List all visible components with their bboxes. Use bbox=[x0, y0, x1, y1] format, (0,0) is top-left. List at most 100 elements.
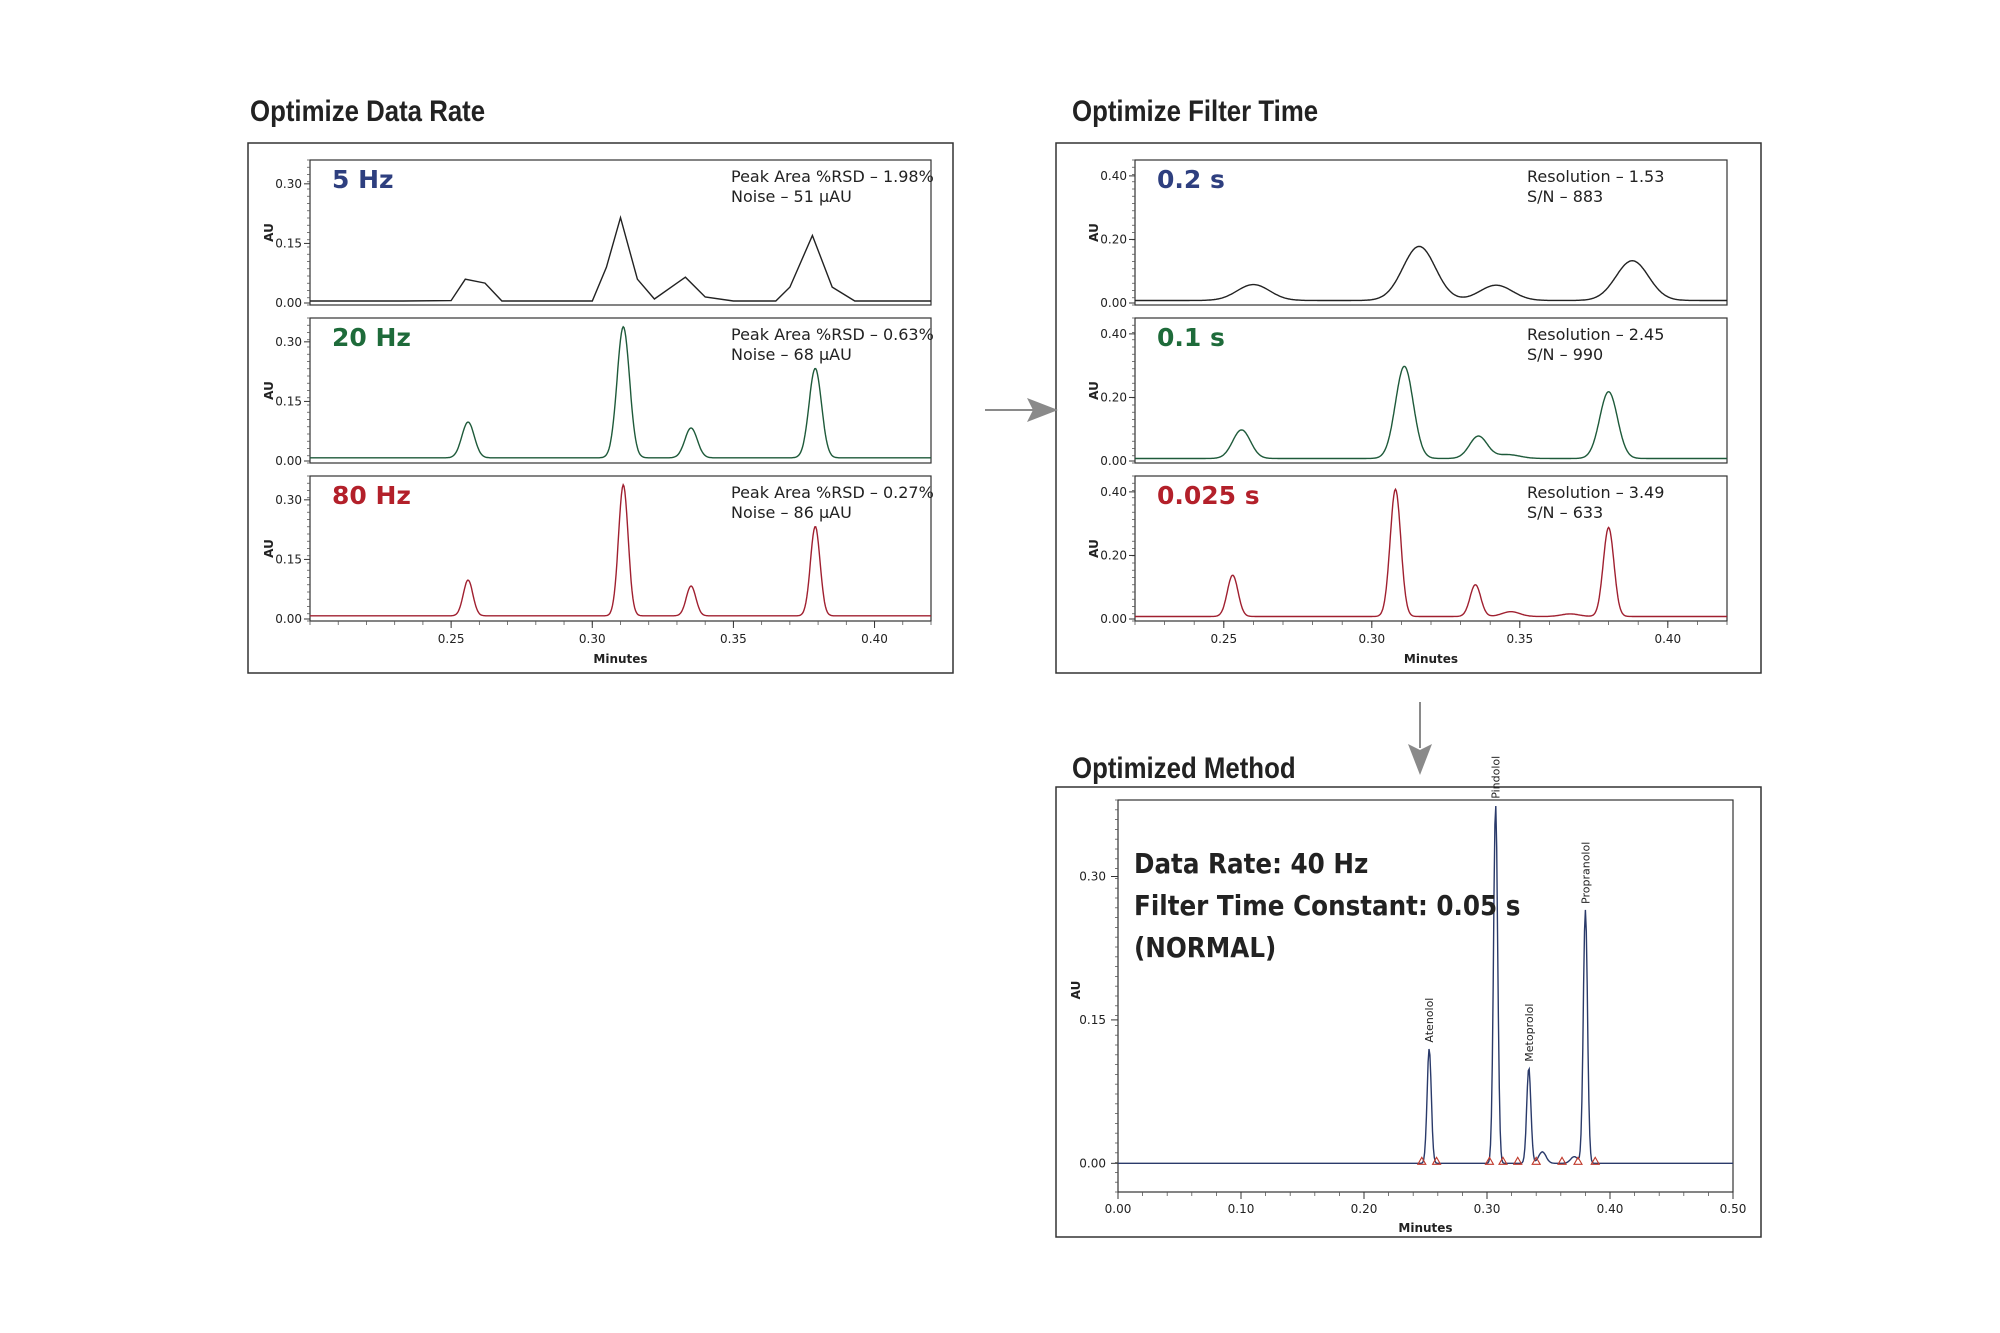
integration-marker bbox=[1557, 1156, 1567, 1165]
x-axis-label: Minutes bbox=[1404, 652, 1458, 666]
y-tick-label: 0.15 bbox=[275, 552, 302, 566]
trace-line bbox=[310, 483, 931, 617]
method-annotation: (NORMAL) bbox=[1134, 933, 1276, 965]
down-arrow-icon bbox=[1408, 702, 1432, 775]
panel-stat: Resolution – 3.49 bbox=[1527, 483, 1664, 502]
filter-time-title: Optimize Filter Time bbox=[1072, 95, 1319, 128]
panel-0: 0.00 0.15 0.30 AU 5 Hz Peak Area %RSD – 1.98%… bbox=[262, 159, 934, 310]
y-tick-label: 0.40 bbox=[1100, 485, 1127, 499]
y-tick-label: 0.15 bbox=[275, 236, 302, 250]
integration-marker bbox=[1498, 1156, 1508, 1165]
panel-label: 0.025 s bbox=[1157, 481, 1260, 510]
x-tick-label: 0.40 bbox=[1654, 632, 1681, 646]
y-tick-label: 0.00 bbox=[1079, 1156, 1106, 1170]
x-tick-label: 0.25 bbox=[438, 632, 465, 646]
x-tick-label: 0.35 bbox=[1506, 632, 1533, 646]
y-tick-label: 0.00 bbox=[275, 612, 302, 626]
panel-stat: Peak Area %RSD – 0.63% bbox=[731, 325, 934, 344]
method-annotation: Data Rate: 40 Hz bbox=[1134, 849, 1368, 881]
panel-1: 0.00 0.15 0.30 AU 20 Hz Peak Area %RSD – 0.63… bbox=[262, 317, 934, 468]
integration-marker bbox=[1590, 1156, 1601, 1165]
peak-label: Propranolol bbox=[1579, 842, 1592, 904]
x-tick-label: 0.30 bbox=[579, 632, 606, 646]
panel-label: 80 Hz bbox=[332, 481, 411, 510]
y-tick-label: 0.30 bbox=[275, 335, 302, 349]
y-tick-label: 0.00 bbox=[1100, 454, 1127, 468]
y-tick-label: 0.00 bbox=[275, 454, 302, 468]
optimized-method-figure: 0.00 0.15 0.30 AU 0.00 0.10 0.20 0.30 0.40 0.50 Mi… bbox=[1055, 756, 1762, 1238]
y-axis-label: AU bbox=[1087, 539, 1101, 558]
y-axis-label: AU bbox=[262, 539, 276, 558]
data-rate-figure: 0.00 0.15 0.30 AU 5 Hz Peak Area %RSD – 1.98%… bbox=[247, 142, 954, 674]
y-tick-label: 0.20 bbox=[1100, 390, 1127, 404]
panel-2: 0.00 0.20 0.40 AU 0.025 s Resolution – 3.49S/… bbox=[1087, 475, 1728, 626]
panel-stat: S/N – 633 bbox=[1527, 503, 1603, 522]
panel-stat: Resolution – 2.45 bbox=[1527, 325, 1664, 344]
y-tick-label: 0.00 bbox=[1100, 612, 1127, 626]
x-tick-label: 0.00 bbox=[1105, 1202, 1132, 1216]
integration-marker bbox=[1416, 1156, 1427, 1165]
panel-frame bbox=[1134, 475, 1728, 622]
y-axis-label: AU bbox=[262, 223, 276, 242]
integration-marker bbox=[1484, 1156, 1495, 1165]
panel-label: 0.2 s bbox=[1157, 165, 1225, 194]
trace-line bbox=[1135, 487, 1727, 618]
x-tick-label: 0.30 bbox=[1474, 1202, 1501, 1216]
x-tick-label: 0.25 bbox=[1210, 632, 1237, 646]
figure-frame bbox=[1055, 786, 1762, 1238]
integration-marker bbox=[1573, 1156, 1583, 1165]
y-tick-label: 0.30 bbox=[1079, 869, 1106, 883]
y-tick-label: 0.00 bbox=[1100, 296, 1127, 310]
y-tick-label: 0.20 bbox=[1100, 232, 1127, 246]
trace-line bbox=[1118, 805, 1733, 1164]
panel-stat: S/N – 990 bbox=[1527, 345, 1603, 364]
x-tick-label: 0.20 bbox=[1351, 1202, 1378, 1216]
y-tick-label: 0.00 bbox=[275, 296, 302, 310]
x-tick-label: 0.40 bbox=[1597, 1202, 1624, 1216]
x-tick-label: 0.30 bbox=[1358, 632, 1385, 646]
panel-stat: Noise – 51 µAU bbox=[731, 187, 852, 206]
integration-marker bbox=[1512, 1156, 1523, 1165]
y-axis-label: AU bbox=[1087, 381, 1101, 400]
x-tick-label: 0.50 bbox=[1720, 1202, 1747, 1216]
x-tick-label: 0.40 bbox=[861, 632, 888, 646]
y-tick-label: 0.40 bbox=[1100, 169, 1127, 183]
panel-stat: Peak Area %RSD – 1.98% bbox=[731, 167, 934, 186]
optimized-method-title: Optimized Method bbox=[1072, 752, 1296, 785]
y-tick-label: 0.20 bbox=[1100, 548, 1127, 562]
panel-stat: Peak Area %RSD – 0.27% bbox=[731, 483, 934, 502]
trace-line bbox=[1135, 365, 1727, 460]
panel-label: 0.1 s bbox=[1157, 323, 1225, 352]
peak-label: Metoprolol bbox=[1523, 1004, 1536, 1062]
panel-0: 0.00 0.20 0.40 AU 0.2 s Resolution – 1.53S/N … bbox=[1087, 159, 1728, 310]
panel-label: 5 Hz bbox=[332, 165, 394, 194]
panel-frame bbox=[1134, 159, 1728, 306]
figure-frame bbox=[247, 142, 954, 674]
panel-1: 0.00 0.20 0.40 AU 0.1 s Resolution – 2.45S/N … bbox=[1087, 317, 1728, 468]
panel-stat: S/N – 883 bbox=[1527, 187, 1603, 206]
y-axis-label: AU bbox=[1069, 981, 1083, 1000]
trace-line bbox=[1135, 245, 1727, 302]
panel-label: 20 Hz bbox=[332, 323, 411, 352]
data-rate-title: Optimize Data Rate bbox=[250, 95, 486, 128]
peak-label: Atenolol bbox=[1423, 998, 1436, 1043]
y-tick-label: 0.30 bbox=[275, 493, 302, 507]
y-axis-label: AU bbox=[1087, 223, 1101, 242]
y-tick-label: 0.15 bbox=[275, 394, 302, 408]
panel-2: 0.00 0.15 0.30 AU 80 Hz Peak Area %RSD – 0.27… bbox=[262, 475, 934, 626]
right-arrow-icon bbox=[985, 398, 1058, 422]
y-tick-label: 0.15 bbox=[1079, 1013, 1106, 1027]
panel-stat: Resolution – 1.53 bbox=[1527, 167, 1664, 186]
figure-frame bbox=[1055, 142, 1762, 674]
trace-line bbox=[310, 214, 931, 302]
integration-marker bbox=[1531, 1156, 1542, 1165]
trace-line bbox=[310, 325, 931, 459]
panel-stat: Noise – 86 µAU bbox=[731, 503, 852, 522]
y-axis-label: AU bbox=[262, 381, 276, 400]
x-axis-label: Minutes bbox=[1398, 1221, 1452, 1235]
x-axis-label: Minutes bbox=[593, 652, 647, 666]
panel-stat: Noise – 68 µAU bbox=[731, 345, 852, 364]
y-tick-label: 0.30 bbox=[275, 177, 302, 191]
